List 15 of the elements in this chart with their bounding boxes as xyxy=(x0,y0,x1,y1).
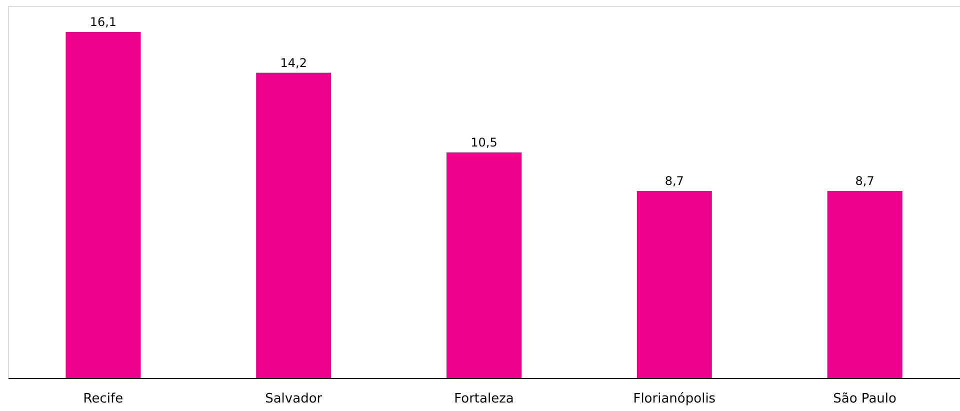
data-label: 8,7 xyxy=(664,174,684,188)
x-tick-label: São Paulo xyxy=(833,392,897,406)
data-label: 16,1 xyxy=(90,14,117,29)
bar xyxy=(827,191,902,378)
data-label: 14,2 xyxy=(280,56,307,70)
bar xyxy=(66,32,141,378)
data-label: 10,5 xyxy=(470,135,498,150)
x-tick-label: Fortaleza xyxy=(454,392,514,406)
x-tick-label: Florianópolis xyxy=(633,392,716,406)
bar xyxy=(256,72,332,378)
bar xyxy=(636,191,712,378)
data-label: 8,7 xyxy=(855,174,874,188)
bar xyxy=(446,152,522,378)
x-tick-label: Salvador xyxy=(265,392,323,406)
x-tick-label: Recife xyxy=(83,392,124,406)
